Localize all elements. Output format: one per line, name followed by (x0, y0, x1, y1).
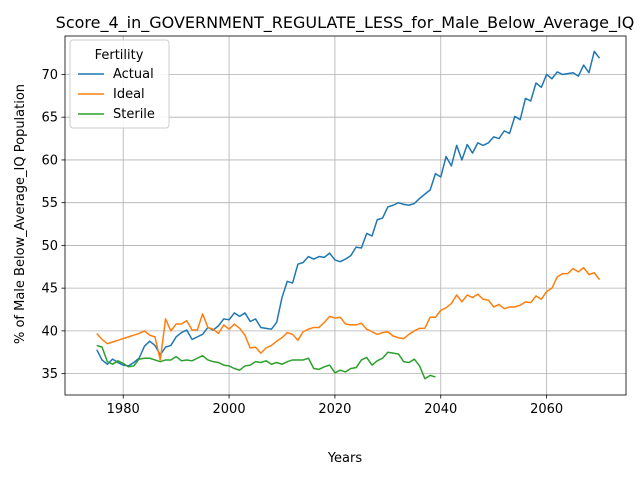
chart-title: Score_4_in_GOVERNMENT_REGULATE_LESS_for_… (56, 13, 635, 33)
legend: Fertility Actual Ideal Sterile (69, 39, 170, 129)
y-tick-label: 65 (41, 111, 58, 126)
legend-label-sterile: Sterile (113, 107, 155, 122)
y-tick-label: 40 (41, 324, 58, 339)
y-tick-label: 45 (41, 282, 58, 297)
y-axis: 35 40 45 50 55 60 65 70 (41, 68, 65, 382)
series-line-actual (96, 50, 601, 367)
x-axis-label: Years (327, 451, 363, 466)
legend-title: Fertility (95, 48, 144, 63)
y-tick-label: 50 (41, 239, 58, 254)
legend-items: Actual Ideal Sterile (78, 67, 155, 122)
legend-box (69, 39, 170, 129)
y-tick-label: 35 (41, 367, 58, 382)
series-line-ideal (96, 266, 601, 361)
x-tick-label: 1980 (107, 402, 140, 417)
y-axis-label: % of Male Below_Average_IQ Population (13, 84, 28, 344)
legend-label-ideal: Ideal (113, 87, 145, 102)
x-tick-label: 2000 (213, 402, 246, 417)
y-tick-label: 70 (41, 68, 58, 83)
y-tick-label: 60 (41, 153, 58, 168)
legend-label-actual: Actual (113, 67, 154, 82)
x-axis: 1980 2000 2020 2040 2060 (107, 395, 563, 417)
x-tick-label: 2020 (318, 402, 351, 417)
series-layer (96, 50, 601, 380)
series-line-sterile (96, 344, 436, 380)
y-tick-label: 55 (41, 196, 58, 211)
x-tick-label: 2060 (530, 402, 563, 417)
plot-frame (64, 35, 627, 396)
x-tick-label: 2040 (424, 402, 457, 417)
